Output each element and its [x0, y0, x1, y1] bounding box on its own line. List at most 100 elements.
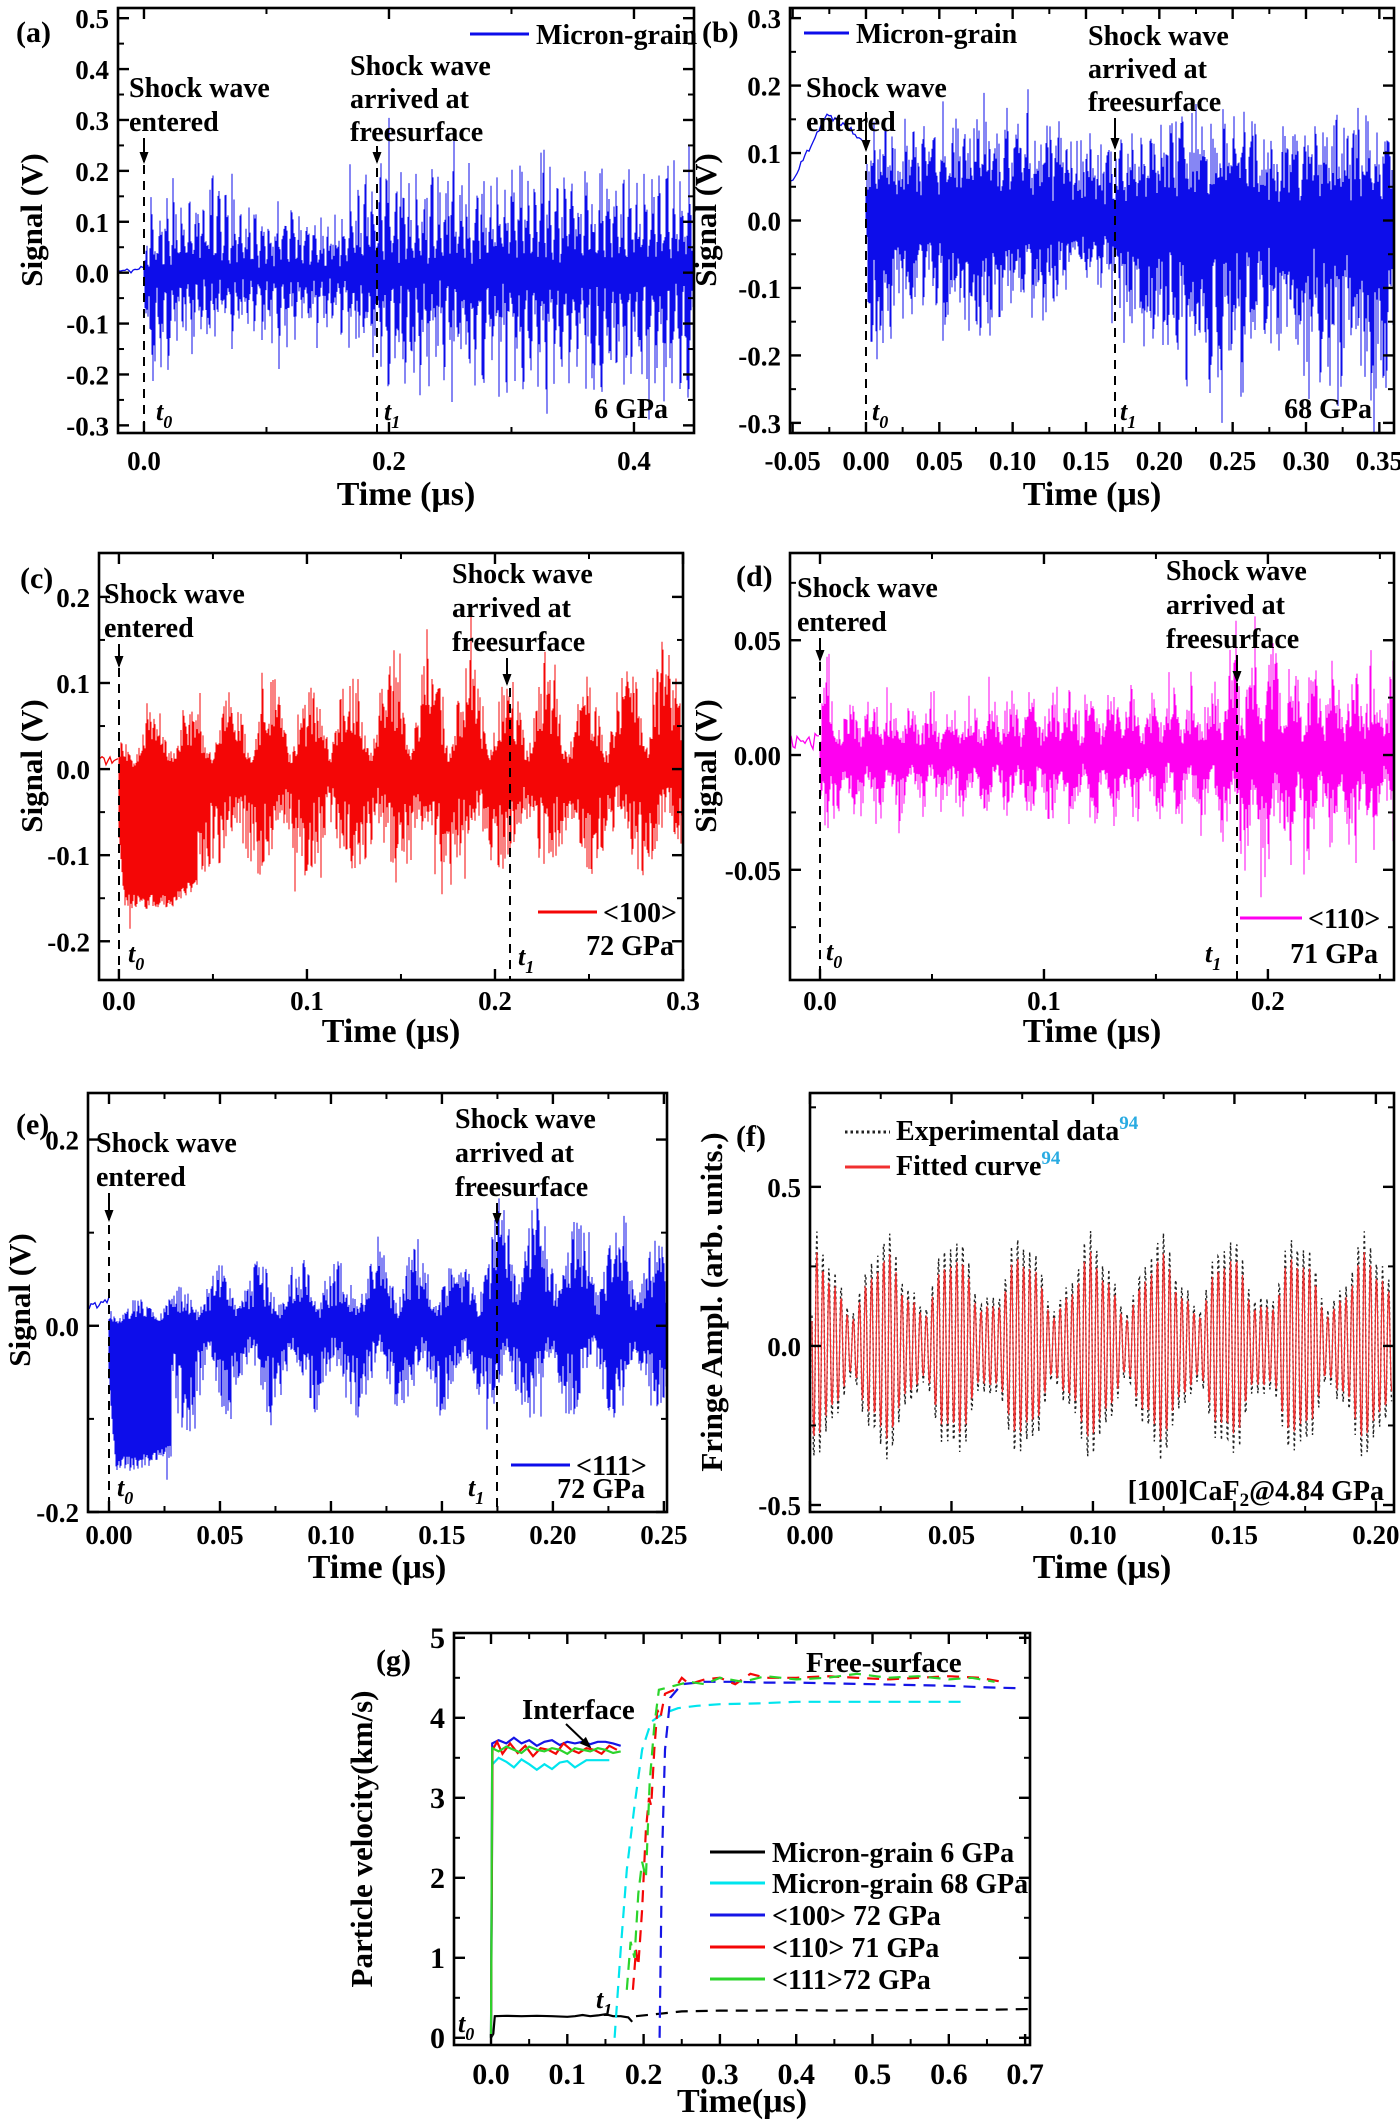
y-tick-label: -0.2: [738, 341, 781, 371]
annotation-shock-arrived: freesurface: [455, 1172, 588, 1203]
y-tick-label: 0.0: [75, 259, 109, 289]
x-axis-title: Time (μs): [1033, 1549, 1172, 1586]
y-tick-label: 0.2: [45, 1126, 79, 1156]
legend-label: <111>: [576, 1451, 647, 1482]
annotation-shock-arrived: arrived at: [350, 84, 470, 115]
x-tick-label: 0.2: [478, 986, 512, 1016]
y-tick-label: 0.1: [56, 669, 90, 699]
y-tick-label: 0.4: [75, 55, 109, 85]
fringe-series-1: [811, 1251, 1393, 1440]
annotation-shock-arrived: freesurface: [1166, 624, 1299, 655]
x-tick-label: 0.4: [617, 446, 651, 476]
panel-letter-d: (d): [736, 560, 773, 593]
x-tick-label: 0.25: [640, 1520, 687, 1550]
signal-trace: [118, 615, 682, 929]
x-tick-label: 0.10: [989, 446, 1036, 476]
x-tick-label: 0.1: [549, 2058, 587, 2091]
x-tick-label: 0.2: [372, 446, 406, 476]
annotation-shock-entered: Shock wave: [806, 73, 947, 104]
y-tick-label: 0.0: [45, 1312, 79, 1342]
panel-letter-b: (b): [702, 16, 739, 49]
velocity-solid: [489, 1736, 622, 2038]
annotation-shock-entered: Shock wave: [129, 73, 270, 104]
annotation-arrowhead: [114, 656, 124, 668]
plot-frame: [788, 551, 1396, 982]
x-tick-label: 0.10: [307, 1520, 354, 1550]
panel-letter-e: (e): [16, 1108, 50, 1141]
y-tick-label: 0.5: [75, 4, 109, 34]
annotation-arrowhead: [861, 140, 871, 152]
annotation-shock-arrived: Shock wave: [1166, 556, 1307, 587]
y-axis-title: Signal (V): [14, 699, 49, 833]
y-tick-label: -0.2: [36, 1498, 79, 1528]
legend-label: Micron-grain 68 GPa: [772, 1869, 1028, 1900]
y-tick-label: 0.2: [75, 157, 109, 187]
x-tick-label: 0.00: [842, 446, 889, 476]
y-tick-label: 0: [430, 2022, 445, 2055]
annotation-shock-entered: entered: [129, 107, 219, 138]
y-tick-label: 0.0: [747, 207, 781, 237]
annotation-arrowhead: [139, 152, 149, 164]
y-tick-label: 0.05: [734, 626, 781, 656]
y-tick-label: -0.3: [738, 409, 781, 439]
x-tick-label: 0.15: [1211, 1520, 1258, 1550]
pressure-label: 71 GPa: [1290, 939, 1378, 970]
y-tick-label: 4: [430, 1702, 445, 1735]
annotation-shock-arrived: Shock wave: [455, 1104, 596, 1135]
panel-d: 0.0 0.1 0.2 0.05 0.00 -0.05 Time (μs) Signal (V…: [688, 551, 1396, 1050]
x-tick-label: 0.20: [529, 1520, 576, 1550]
legend-label: <100> 72 GPa: [772, 1901, 941, 1932]
t1-label: t1: [1205, 939, 1221, 974]
signal-pre: [791, 732, 820, 752]
panel-g: 0.0 0.1 0.2 0.3 0.4 0.5 0.6 0.7 5 4 3 2 1 0 Time(μs) Pa…: [344, 1622, 1044, 2120]
y-tick-label: 0.0: [767, 1332, 801, 1362]
panel-letter-g: (g): [376, 1644, 411, 1677]
x-tick-label: 0.15: [1062, 446, 1109, 476]
annotation-shock-entered: entered: [104, 613, 194, 644]
t1-label: t1: [596, 1985, 612, 2020]
pressure-label: 68 GPa: [1284, 394, 1372, 425]
annotation-shock-arrived: Shock wave: [1088, 21, 1229, 52]
signal-pre: [119, 265, 144, 274]
t0-label: t0: [826, 937, 842, 972]
annotation-shock-entered: entered: [797, 607, 887, 638]
velocity-dashed: [658, 1680, 1018, 2038]
y-axis-title: Signal (V): [688, 699, 723, 833]
panel-f: 0.00 0.05 0.10 0.15 0.20 0.5 0.0 -0.5 Time (μs) F…: [694, 1091, 1400, 1586]
t1-label: t1: [384, 397, 400, 432]
signal-layer-a: [119, 117, 693, 420]
plot-frame: [86, 1091, 669, 1514]
x-axis-title: Time (μs): [322, 1013, 461, 1050]
annotation-shock-entered: entered: [806, 107, 896, 138]
annotation-shock-entered: Shock wave: [797, 573, 938, 604]
x-axis-title: Time (μs): [1023, 476, 1162, 513]
pressure-label: 72 GPa: [557, 1474, 645, 1505]
x-tick-label: 0.0: [102, 986, 136, 1016]
pressure-label: 72 GPa: [586, 931, 674, 962]
signal-trace: [108, 1197, 666, 1480]
y-tick-label: 5: [430, 1622, 445, 1655]
y-tick-label: -0.2: [66, 360, 109, 390]
y-tick-label: 0.5: [767, 1173, 801, 1203]
annotation-shock-arrived: freesurface: [1088, 87, 1221, 118]
annotation-shock-arrived: arrived at: [1088, 54, 1208, 85]
x-axis-title: Time(μs): [677, 2083, 807, 2120]
y-tick-label: 0.2: [747, 72, 781, 102]
x-tick-label: 0.05: [196, 1520, 243, 1550]
annotation-shock-entered: Shock wave: [104, 579, 245, 610]
y-axis-title: Signal (V): [2, 1233, 37, 1367]
plot-frame: [452, 1631, 1032, 2047]
signal-layer-f: [811, 1230, 1393, 1460]
signal-layer-b: [791, 89, 1393, 432]
velocity-dashed: [635, 2007, 1029, 2018]
legend-label: Experimental data94: [896, 1113, 1139, 1147]
x-tick-label: 0.25: [1209, 446, 1256, 476]
annotation-arrowhead: [372, 152, 382, 164]
x-tick-label: 0.0: [127, 446, 161, 476]
y-axis-title: Signal (V): [688, 153, 723, 287]
signal-layer-e: [89, 1197, 666, 1480]
y-axis-title: Fringe Ampl. (arb. units.): [694, 1132, 729, 1471]
t0-label: t0: [117, 1473, 133, 1508]
